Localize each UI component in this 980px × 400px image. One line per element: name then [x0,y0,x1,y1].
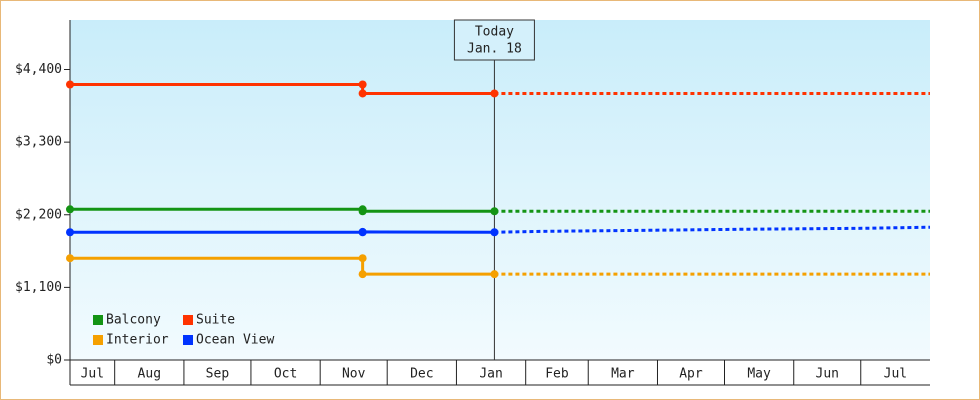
price-point [490,270,499,279]
y-tick-label: $2,200 [15,207,62,222]
today-date: Jan. 18 [467,42,522,57]
x-tick-label: Mar [611,367,635,382]
legend-swatch [93,335,103,345]
x-tick-label: Apr [679,367,703,382]
today-box [453,19,535,61]
x-tick-label: Dec [410,367,433,382]
legend-swatch [183,315,193,325]
x-tick-label: Sep [206,367,230,382]
y-tick-label: $0 [46,353,62,368]
x-tick-label: Feb [545,367,569,382]
x-tick-label: May [747,367,771,382]
forecast-line [494,225,931,234]
price-point [66,254,74,263]
legend-label: Ocean View [196,333,274,348]
x-tick-label: Jul [884,367,907,382]
plot-area [70,20,930,360]
legend-swatch [93,315,103,325]
x-tick-label: Jan [479,367,502,382]
price-point [66,80,74,89]
price-point [490,89,499,98]
legend-label: Balcony [106,313,161,328]
price-point [358,80,367,89]
price-point [358,270,367,279]
y-tick-label: $4,400 [15,62,62,77]
today-label: Today [475,25,514,40]
x-tick-label: Jul [81,367,104,382]
price-point [358,207,367,216]
price-line [70,83,495,95]
y-tick-label: $3,300 [15,135,62,150]
price-point [358,89,367,98]
legend-label: Interior [106,333,169,348]
price-point [66,205,74,214]
x-tick-label: Oct [274,367,297,382]
legend-swatch [183,335,193,345]
price-point [490,228,499,237]
price-point [358,254,367,263]
price-line [70,256,495,276]
x-tick-label: Jun [816,367,839,382]
legend-label: Suite [196,313,235,328]
price-point [358,227,367,236]
price-point [490,207,499,216]
y-tick-label: $1,100 [15,280,62,295]
x-tick-label: Aug [138,367,161,382]
price-point [66,228,74,237]
x-tick-label: Nov [342,367,366,382]
